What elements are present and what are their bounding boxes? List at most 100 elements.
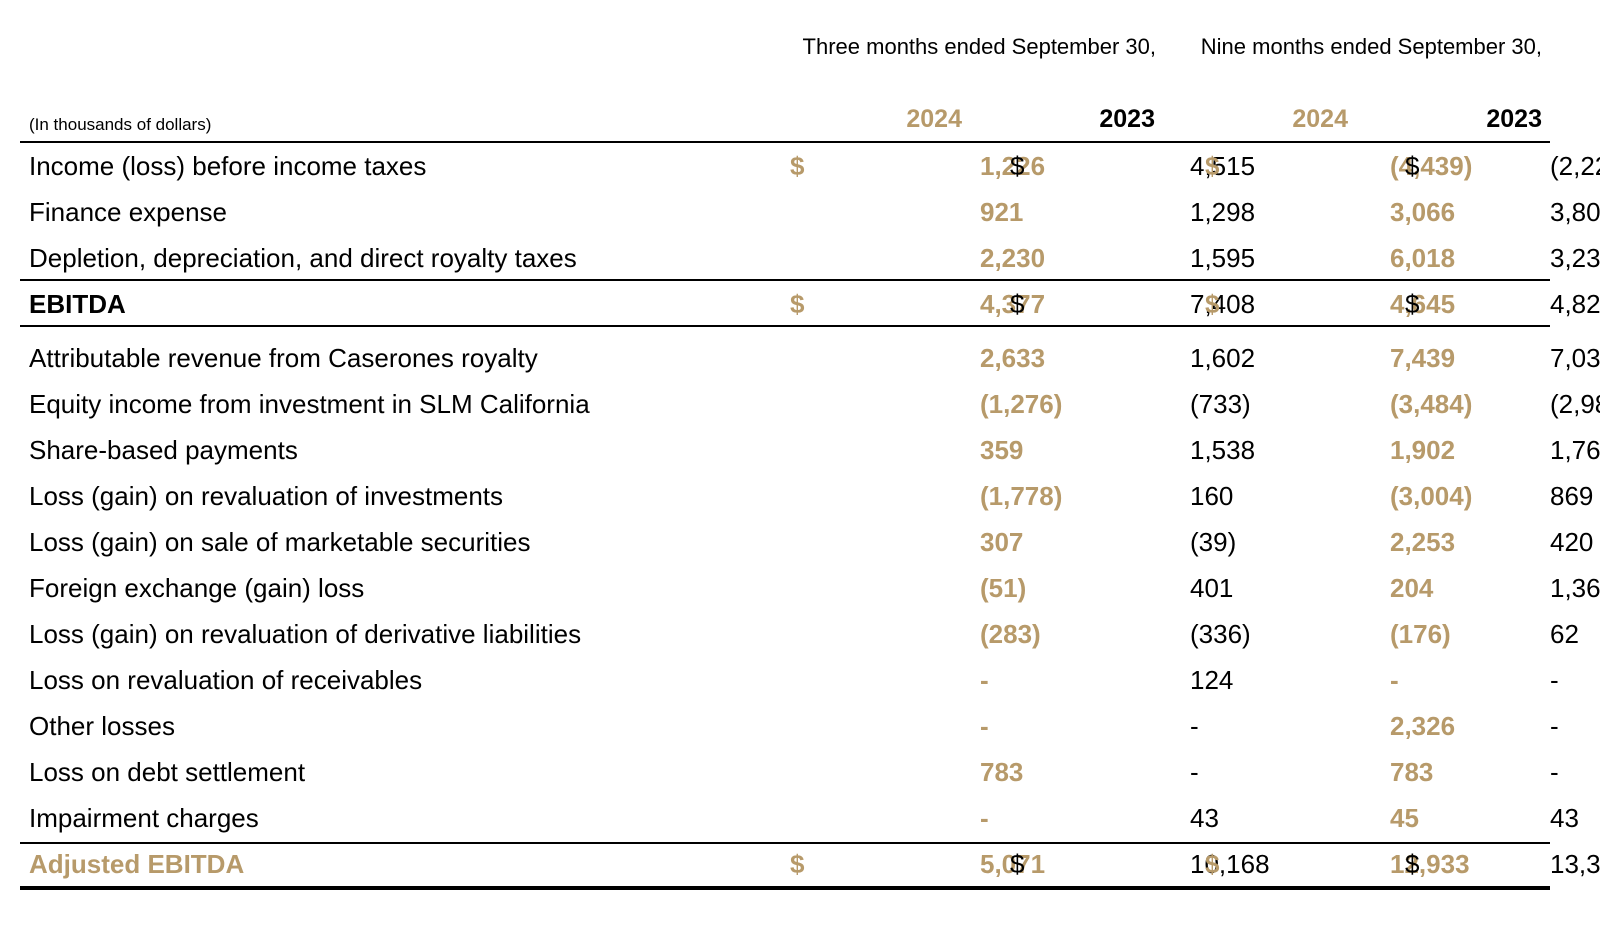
- header-nine-months: Nine months ended September 30,: [1200, 34, 1542, 59]
- row-label: Equity income from investment in SLM Cal…: [29, 388, 590, 419]
- value-cell: 160: [1190, 480, 1234, 511]
- value-cell: 1,902: [1390, 434, 1456, 465]
- currency-symbol: [1010, 565, 1190, 611]
- value-cell: -: [980, 664, 989, 695]
- currency-symbol: [790, 189, 980, 235]
- value-cell: 5,071: [980, 848, 1046, 879]
- currency-symbol: $: [1205, 288, 1220, 319]
- currency-symbol: [790, 427, 980, 473]
- spacer-row: [20, 327, 1550, 335]
- currency-symbol: [1010, 189, 1190, 235]
- value-cell: (1,778): [980, 480, 1063, 511]
- value-cell: 307: [980, 526, 1024, 557]
- currency-symbol: [1205, 749, 1390, 795]
- header-rule: [20, 141, 1550, 143]
- currency-symbol: [1010, 427, 1190, 473]
- row-label: Depletion, depreciation, and direct roya…: [29, 242, 577, 273]
- value-cell: 2,326: [1390, 710, 1456, 741]
- value-cell: 124: [1190, 664, 1234, 695]
- value-cell: (3,004): [1390, 480, 1473, 511]
- currency-symbol: [790, 381, 980, 427]
- row-label: Attributable revenue from Caserones roya…: [29, 342, 538, 373]
- value-cell: 401: [1190, 572, 1234, 603]
- table-row: Loss on debt settlement 783-783-: [20, 749, 1559, 795]
- currency-symbol: $: [1010, 288, 1025, 319]
- value-cell: 1,226: [980, 150, 1046, 181]
- units-label: (In thousands of dollars): [29, 115, 212, 134]
- currency-symbol: $: [790, 150, 805, 181]
- table-row: Income (loss) before income taxes $1,226 $…: [20, 143, 1600, 189]
- value-cell: -: [1190, 756, 1199, 787]
- currency-symbol: $: [1405, 288, 1420, 319]
- row-label: EBITDA: [29, 288, 126, 319]
- table-row: Loss (gain) on sale of marketable securi…: [20, 519, 1593, 565]
- currency-symbol: $: [1205, 150, 1220, 181]
- table-row: Loss (gain) on revaluation of derivative…: [20, 611, 1579, 657]
- value-cell: 921: [980, 196, 1024, 227]
- value-cell: -: [1390, 664, 1399, 695]
- value-cell: 2,230: [980, 242, 1046, 273]
- currency-symbol: [790, 703, 980, 749]
- value-cell: (3,484): [1390, 388, 1473, 419]
- table-row: Adjusted EBITDA $5,071 $10,168 $12,933 $13,3…: [20, 841, 1600, 887]
- row-label: Loss (gain) on revaluation of derivative…: [29, 618, 582, 649]
- currency-symbol: [790, 795, 980, 841]
- value-cell: 4,377: [980, 288, 1046, 319]
- table-row: Depletion, depreciation, and direct roya…: [20, 235, 1600, 281]
- ebitda-top-rule: [20, 279, 1550, 281]
- row-label: Impairment charges: [29, 802, 259, 833]
- currency-symbol: [790, 611, 980, 657]
- value-cell: (1,276): [980, 388, 1063, 419]
- currency-symbol: $: [1205, 848, 1220, 879]
- table-row: Attributable revenue from Caserones roya…: [20, 335, 1600, 381]
- currency-symbol: [790, 749, 980, 795]
- table-row: Loss (gain) on revaluation of investment…: [20, 473, 1593, 519]
- value-cell: -: [980, 802, 989, 833]
- header-three-months: Three months ended September 30,: [802, 34, 1156, 59]
- value-cell: 7,408: [1190, 288, 1256, 319]
- value-cell: -: [980, 710, 989, 741]
- table-row: Loss on revaluation of receivables -124- -: [20, 657, 1559, 703]
- value-cell: 3,066: [1390, 196, 1456, 227]
- value-cell: (283): [980, 618, 1041, 649]
- row-label: Finance expense: [29, 196, 228, 227]
- currency-symbol: $: [790, 288, 805, 319]
- value-cell: 10,168: [1190, 848, 1270, 879]
- currency-symbol: [1010, 519, 1190, 565]
- row-label: Income (loss) before income taxes: [29, 150, 427, 181]
- year-q-2024: 2024: [906, 105, 962, 133]
- currency-symbol: [1405, 657, 1550, 703]
- value-cell: 783: [1390, 756, 1434, 787]
- value-cell: 1,602: [1190, 342, 1256, 373]
- currency-symbol: [790, 335, 980, 381]
- value-cell: 45: [1390, 802, 1419, 833]
- currency-symbol: [1010, 749, 1190, 795]
- value-cell: (336): [1190, 618, 1251, 649]
- currency-symbol: $: [1405, 848, 1420, 879]
- value-cell: 2,633: [980, 342, 1046, 373]
- table-row: Foreign exchange (gain) loss (51) 401 204 1,…: [20, 565, 1600, 611]
- value-cell: 204: [1390, 572, 1434, 603]
- value-cell: 2,253: [1390, 526, 1456, 557]
- row-label: Loss (gain) on sale of marketable securi…: [29, 526, 531, 557]
- row-label: Other losses: [29, 710, 175, 741]
- table-row: Other losses - -2,326-: [20, 703, 1559, 749]
- row-label: Share-based payments: [29, 434, 298, 465]
- currency-symbol: $: [1405, 150, 1420, 181]
- year-9m-2024: 2024: [1292, 105, 1348, 133]
- currency-symbol: $: [1010, 848, 1025, 879]
- value-cell: 6,018: [1390, 242, 1456, 273]
- ebitda-bottom-rule: [20, 325, 1550, 327]
- currency-symbol: [790, 519, 980, 565]
- value-cell: 359: [980, 434, 1024, 465]
- currency-symbol: [790, 235, 980, 281]
- value-cell: 1,298: [1190, 196, 1256, 227]
- currency-symbol: [1010, 795, 1190, 841]
- currency-symbol: $: [1010, 150, 1025, 181]
- year-9m-2023: 2023: [1486, 105, 1542, 133]
- table-row: Impairment charges -43 45 43: [20, 795, 1579, 841]
- year-q-2023: 2023: [1099, 105, 1155, 133]
- value-cell: 4,645: [1390, 288, 1456, 319]
- value-cell: (176): [1390, 618, 1451, 649]
